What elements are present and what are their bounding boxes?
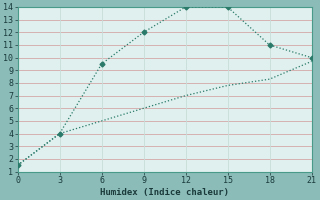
X-axis label: Humidex (Indice chaleur): Humidex (Indice chaleur) xyxy=(100,188,229,197)
